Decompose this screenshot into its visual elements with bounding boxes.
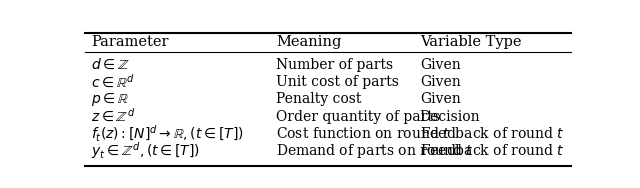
Text: Parameter: Parameter — [91, 36, 168, 49]
Text: Number of parts: Number of parts — [276, 58, 393, 72]
Text: $y_t \in \mathbb{Z}^{d}, (t \in [T])$: $y_t \in \mathbb{Z}^{d}, (t \in [T])$ — [91, 140, 200, 161]
Text: Given: Given — [420, 58, 461, 72]
Text: $p \in \mathbb{R}$: $p \in \mathbb{R}$ — [91, 91, 129, 108]
Text: Penalty cost: Penalty cost — [276, 92, 362, 106]
Text: Given: Given — [420, 92, 461, 106]
Text: Variable Type: Variable Type — [420, 36, 521, 49]
Text: Given: Given — [420, 75, 461, 89]
Text: Meaning: Meaning — [276, 36, 341, 49]
Text: $z \in \mathbb{Z}^{d}$: $z \in \mathbb{Z}^{d}$ — [91, 108, 135, 125]
Text: Feedback of round $t$: Feedback of round $t$ — [420, 126, 564, 141]
Text: $d \in \mathbb{Z}$: $d \in \mathbb{Z}$ — [91, 58, 130, 72]
Text: Order quantity of parts: Order quantity of parts — [276, 109, 440, 124]
Text: Decision: Decision — [420, 109, 481, 124]
Text: Demand of parts on round $t$: Demand of parts on round $t$ — [276, 142, 474, 160]
Text: Feedback of round $t$: Feedback of round $t$ — [420, 143, 564, 158]
Text: $f_t(z):[N]^{d} \rightarrow \mathbb{R}, (t \in [T])$: $f_t(z):[N]^{d} \rightarrow \mathbb{R}, … — [91, 124, 244, 143]
Text: Cost function on round $t$: Cost function on round $t$ — [276, 126, 450, 141]
Text: $c \in \mathbb{R}^{d}$: $c \in \mathbb{R}^{d}$ — [91, 74, 134, 91]
Text: Unit cost of parts: Unit cost of parts — [276, 75, 399, 89]
